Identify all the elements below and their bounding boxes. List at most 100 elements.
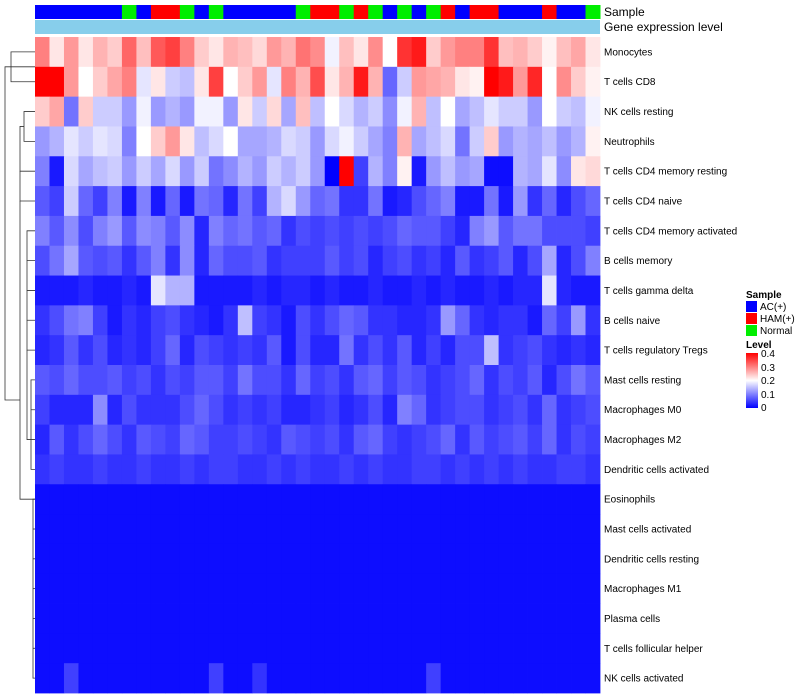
heatmap-cell (252, 394, 268, 426)
heatmap-cell (339, 275, 355, 306)
heatmap-cell (266, 156, 282, 187)
heatmap-cell (353, 245, 369, 276)
heatmap-cell (150, 365, 166, 396)
heatmap-cell (223, 573, 239, 604)
heatmap-cell (542, 245, 557, 276)
dendrogram-branch (26, 290, 35, 321)
heatmap-cell (107, 603, 123, 634)
heatmap-cell (527, 663, 543, 694)
heatmap-cell (484, 186, 499, 217)
heatmap-cell (165, 66, 181, 98)
heatmap-cell (542, 275, 557, 306)
heatmap-cell (571, 96, 586, 127)
heatmap-cell (35, 96, 50, 127)
heatmap-cell (556, 514, 572, 545)
heatmap-cell (411, 633, 427, 664)
heatmap-cell (324, 365, 340, 396)
heatmap-cell (324, 663, 340, 694)
heatmap-cell (397, 365, 413, 396)
heatmap-cell (35, 186, 50, 217)
heatmap-cell (571, 215, 586, 247)
heatmap-cell (92, 514, 108, 545)
heatmap-cell (455, 394, 471, 426)
legend-swatch-normal (746, 325, 757, 336)
heatmap-cell (136, 633, 152, 664)
heatmap-cell (136, 66, 152, 98)
heatmap-cell (136, 215, 152, 247)
heatmap-cell (556, 245, 572, 276)
heatmap-cell (49, 66, 65, 98)
heatmap-cell (165, 543, 181, 575)
heatmap-cell (194, 156, 210, 187)
sample-annotation-cell (35, 5, 50, 19)
heatmap-cell (542, 573, 557, 604)
heatmap-cell (281, 156, 297, 187)
heatmap-cell (107, 156, 123, 187)
heatmap-cell (194, 484, 210, 515)
heatmap-cell (455, 514, 471, 545)
heatmap-cell (455, 543, 471, 575)
heatmap-cell (121, 484, 137, 515)
heatmap-cell (194, 245, 210, 276)
sample-annotation-cell (266, 5, 282, 19)
heatmap-cell (585, 394, 601, 426)
heatmap-cell (324, 454, 340, 485)
heatmap-cell (237, 454, 253, 485)
heatmap-cell (179, 37, 195, 68)
heatmap-cell (121, 394, 137, 426)
heatmap-cell (585, 514, 601, 545)
heatmap-cell (585, 365, 601, 396)
heatmap-cell (440, 424, 456, 455)
heatmap-cell (368, 484, 384, 515)
sample-annotation-cell (281, 5, 297, 19)
heatmap-cell (324, 66, 340, 98)
heatmap-cell (150, 305, 166, 336)
heatmap-cell (513, 663, 528, 694)
heatmap-cell (295, 156, 311, 187)
heatmap-cell (353, 543, 369, 575)
heatmap-cell (252, 633, 268, 664)
heatmap-cell (223, 454, 239, 485)
sample-annotation-cell (223, 5, 239, 19)
heatmap-cell (353, 215, 369, 247)
heatmap-cell (498, 245, 514, 276)
heatmap-cell (542, 633, 557, 664)
heatmap-cell (121, 365, 137, 396)
heatmap-cell (469, 663, 485, 694)
heatmap-cell (223, 633, 239, 664)
row-label: Dendritic cells resting (604, 554, 699, 565)
heatmap-cell (136, 37, 152, 68)
heatmap-cell (571, 573, 586, 604)
heatmap-cell (194, 335, 210, 366)
sample-annotation-cell (498, 5, 514, 19)
heatmap-cell (179, 66, 195, 98)
heatmap-cell (527, 275, 543, 306)
heatmap-cell (484, 37, 499, 68)
heatmap-cell (194, 663, 210, 694)
heatmap-cell (426, 573, 442, 604)
heatmap-cell (107, 454, 123, 485)
heatmap-cell (556, 573, 572, 604)
heatmap-cell (498, 156, 514, 187)
heatmap-cell (455, 96, 471, 127)
heatmap-cell (136, 335, 152, 366)
heatmap-cell (440, 305, 456, 336)
heatmap-cell (585, 305, 601, 336)
heatmap-cell (107, 663, 123, 694)
heatmap-cell (368, 245, 384, 276)
heatmap-cell (411, 275, 427, 306)
heatmap-cell (35, 335, 50, 366)
heatmap-cell (368, 514, 384, 545)
dendrogram-branch (30, 379, 35, 411)
heatmap-cell (498, 543, 514, 575)
heatmap-cell (542, 484, 557, 515)
heatmap-cell (310, 365, 326, 396)
heatmap-cell (179, 633, 195, 664)
heatmap-cell (49, 275, 65, 306)
sample-annotation-cell (571, 5, 587, 19)
row-label: T cells regulatory Tregs (604, 346, 708, 357)
heatmap-cell (107, 543, 123, 575)
heatmap-cell (513, 126, 528, 157)
heatmap-cell (353, 275, 369, 306)
heatmap-cell (136, 126, 152, 157)
